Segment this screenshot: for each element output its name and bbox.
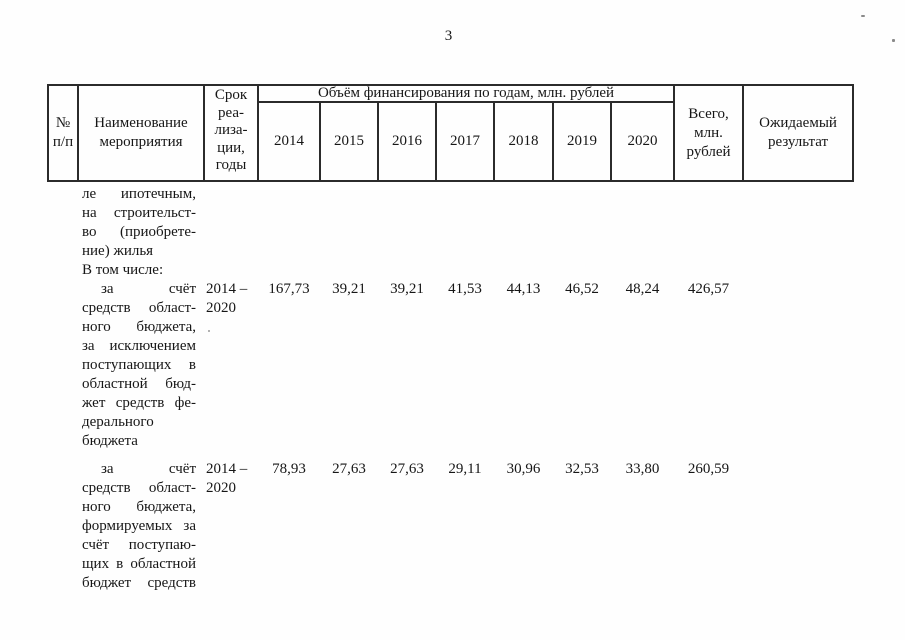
empty-cell [743, 451, 853, 593]
header-term-line: реа- [218, 104, 244, 121]
name-line: за счёт [101, 281, 196, 297]
value-2019: 46,52 [565, 281, 599, 297]
header-cell-name: Наименование мероприятия [77, 84, 205, 182]
name-line: бюджет средств [82, 575, 196, 591]
name-line: ного бюджета, [82, 319, 196, 335]
value-2016: 39,21 [390, 281, 424, 297]
table-row: за счёт средств област- ного бюджета, за… [48, 280, 853, 451]
value-2018: 30,96 [506, 461, 541, 477]
name-line: жет средств фе- [82, 395, 196, 411]
empty-cell [204, 181, 853, 280]
measure-name-cell: за счёт средств област- ного бюджета, фо… [78, 451, 204, 593]
header-cell-result: Ожидаемый результат [742, 84, 855, 182]
name-line: бюджета [82, 433, 138, 449]
name-line: во (приобрете- [82, 224, 196, 240]
scan-speck [892, 39, 895, 42]
name-line: щих в областной [82, 556, 196, 572]
term-line: 2014 – [206, 461, 248, 477]
header-cell-finance-span: Объём финансирования по годам, млн. рубл… [256, 84, 676, 103]
header-cell-num: № п/п [47, 84, 79, 182]
value-2016: 27,63 [390, 461, 424, 477]
header-total-line: рублей [686, 143, 731, 160]
empty-cell [48, 181, 78, 280]
header-year-2019: 2019 [552, 101, 612, 182]
term-line: 2020 [206, 480, 236, 496]
name-line: счёт поступаю- [82, 537, 196, 553]
header-term-line: ции, [217, 139, 245, 156]
empty-cell [48, 280, 78, 451]
measure-name-cell: ле ипотечным, на строительст- во (приобр… [78, 181, 204, 280]
measure-name-cell: за счёт средств област- ного бюджета, за… [78, 280, 204, 451]
name-line: ного бюджета, [82, 499, 196, 515]
table-row: за счёт средств област- ного бюджета, фо… [48, 451, 853, 593]
scan-speck [208, 330, 210, 332]
continuation-row: ле ипотечным, на строительст- во (приобр… [48, 181, 853, 280]
value-2018: 44,13 [506, 281, 541, 297]
header-result-line: результат [767, 134, 829, 150]
value-2020: 33,80 [625, 461, 660, 477]
scan-speck [861, 15, 865, 17]
header-total-line: млн. [694, 124, 723, 141]
name-line: средств област- [82, 300, 196, 316]
subheading: В том числе: [82, 262, 164, 278]
header-year-2020: 2020 [609, 101, 676, 182]
name-line: ле ипотечным, [82, 186, 196, 202]
empty-cell [48, 451, 78, 593]
term-line: 2014 – [206, 281, 248, 297]
value-2017: 41,53 [448, 281, 482, 297]
header-num-line: п/п [52, 134, 74, 150]
value-2014: 167,73 [268, 281, 310, 297]
term-cell: 2014 – 2020 [204, 280, 258, 451]
header-cell-term: Срок реа- лиза- ции, годы [203, 84, 259, 182]
name-line: за счёт [101, 461, 196, 477]
header-year-2018: 2018 [493, 101, 554, 182]
table-body: ле ипотечным, на строительст- во (приобр… [48, 181, 853, 593]
header-num-line: № [55, 115, 71, 131]
term-line: 2020 [206, 300, 236, 316]
header-year-2017: 2017 [435, 101, 495, 182]
term-cell: 2014 – 2020 [204, 451, 258, 593]
header-year-2016: 2016 [377, 101, 437, 182]
empty-cell [743, 280, 853, 451]
financing-table: № п/п Наименование мероприятия Срок реа-… [47, 84, 855, 593]
header-result-line: Ожидаемый [759, 115, 837, 131]
header-cell-total: Всего, млн. рублей [673, 84, 745, 182]
value-2015: 39,21 [332, 281, 366, 297]
value-total: 426,57 [687, 281, 730, 297]
name-line: формируемых за [82, 518, 196, 534]
name-line: за исключением [82, 338, 196, 354]
header-term-line: лиза- [214, 122, 248, 138]
name-line: средств област- [82, 480, 196, 496]
header-name-line: Наименование [94, 115, 188, 131]
header-total-line: Всего, [688, 105, 729, 122]
name-line: на строительст- [82, 205, 196, 221]
page-number: 3 [444, 28, 453, 44]
header-name-line: мероприятия [99, 134, 183, 150]
name-line: областной бюд- [82, 376, 196, 392]
table-header: № п/п Наименование мероприятия Срок реа-… [47, 84, 855, 182]
header-term-line: Срок [214, 87, 248, 103]
value-2020: 48,24 [625, 281, 660, 297]
header-year-2015: 2015 [319, 101, 379, 182]
name-line: ние) жилья [82, 243, 154, 259]
value-2014: 78,93 [272, 461, 306, 477]
name-line: дерального [82, 414, 154, 430]
header-term-line: годы [215, 157, 247, 173]
header-year-2014: 2014 [257, 101, 321, 182]
name-line: поступающих в [82, 357, 196, 373]
value-2015: 27,63 [332, 461, 366, 477]
value-2017: 29,11 [448, 461, 482, 477]
value-2019: 32,53 [565, 461, 599, 477]
value-total: 260,59 [687, 461, 730, 477]
